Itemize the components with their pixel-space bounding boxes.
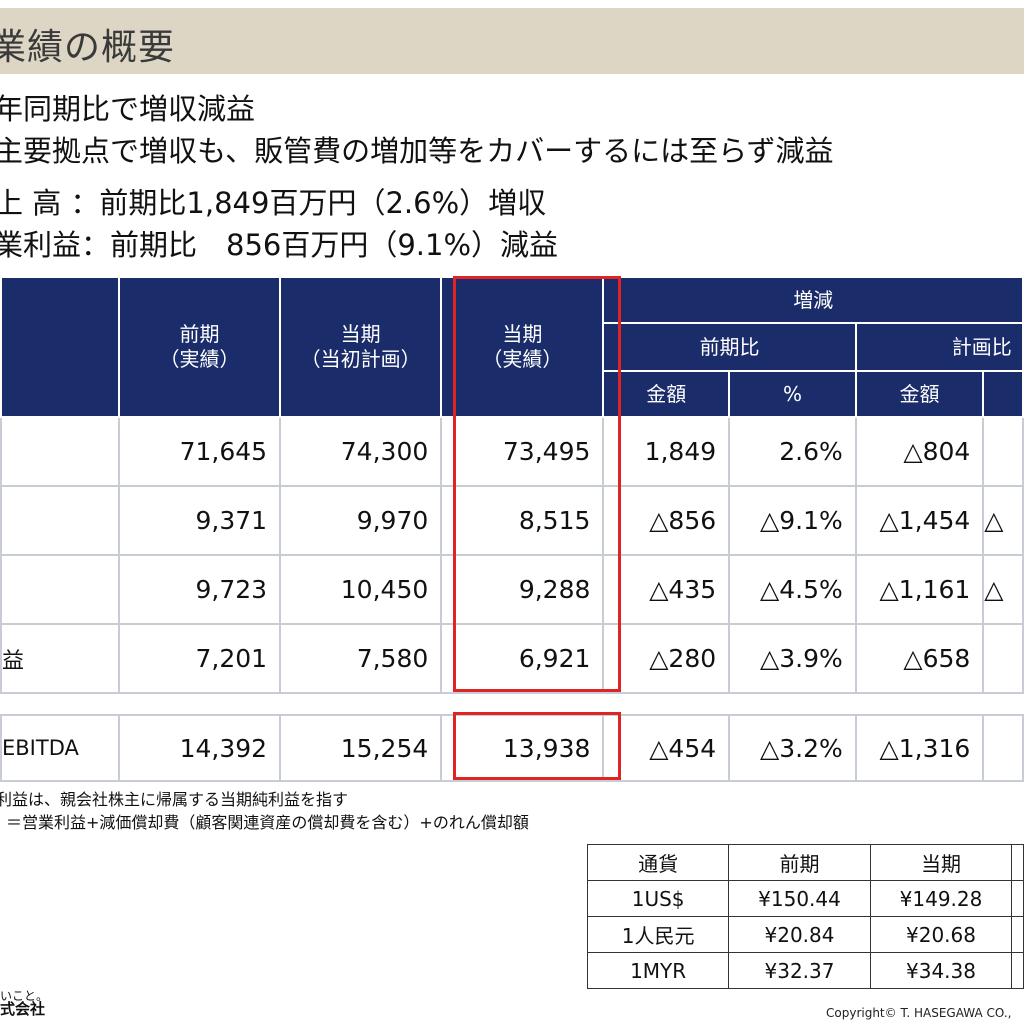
table-gap-row <box>1 692 1023 716</box>
fx-row: 1MYR ¥32.37 ¥34.38 <box>586 952 1024 989</box>
cell-actual: 73,495 <box>440 416 605 487</box>
cell-plan: 74,300 <box>279 416 443 487</box>
cell-tail <box>982 623 1024 694</box>
cell-plan-diff: △658 <box>854 623 985 694</box>
page-title: 業績の概要 <box>0 27 176 68</box>
header-actual: 当期 （実績） <box>440 276 605 418</box>
fx-prev: ¥20.84 <box>728 916 871 953</box>
header-pct: % <box>728 370 857 418</box>
cell-prev: 71,645 <box>117 416 282 487</box>
cell-prev: 9,723 <box>117 554 282 625</box>
cell-tail <box>982 714 1024 782</box>
fx-rate-table: 通貨 前期 当期 1US$ ¥150.44 ¥149.28 1人民元 ¥20.8… <box>586 844 1024 989</box>
cell-plan-diff: △1,454 <box>854 485 985 556</box>
fx-prev: ¥150.44 <box>728 880 871 917</box>
fx-prev: ¥32.37 <box>728 952 871 989</box>
header-vs-prev: 前期比 <box>602 322 857 372</box>
header-label-cell <box>0 276 120 418</box>
cell-plan-diff: △1,161 <box>854 554 985 625</box>
bullet-operating-profit: 業利益：前期比 856百万円（9.1%）減益 <box>0 228 559 262</box>
fx-currency: 1US$ <box>586 880 730 917</box>
header-plan: 当期 （当初計画） <box>279 276 443 418</box>
cell-pct: 2.6% <box>728 416 857 487</box>
results-table: 前期 （実績） 当期 （当初計画） 当期 （実績） 増減 前期比 計画比 金額 … <box>0 276 1024 782</box>
header-amount: 金額 <box>602 370 731 418</box>
cell-tail <box>982 416 1024 487</box>
cell-prev: 7,201 <box>117 623 282 694</box>
cell-actual: 13,938 <box>440 714 605 782</box>
footnote-1: 利益は、親会社株主に帰属する当期純利益を指す <box>0 790 349 809</box>
cell-plan: 15,254 <box>279 714 443 782</box>
fx-row: 1人民元 ¥20.84 ¥20.68 <box>586 916 1024 953</box>
cell-actual: 8,515 <box>440 485 605 556</box>
logo-company: 式会社 <box>0 1000 46 1018</box>
header-extra <box>982 370 1024 418</box>
cell-diff: 1,849 <box>602 416 731 487</box>
cell-diff: △856 <box>602 485 731 556</box>
cell-actual: 9,288 <box>440 554 605 625</box>
cell-tail: △ <box>982 485 1024 556</box>
row-label <box>0 485 120 556</box>
header-prev: 前期 （実績） <box>117 276 282 418</box>
cell-pct: △4.5% <box>728 554 857 625</box>
fx-header-currency: 通貨 <box>586 844 730 881</box>
cell-plan: 9,970 <box>279 485 443 556</box>
cell-pct: △9.1% <box>728 485 857 556</box>
cell-pct: △3.9% <box>728 623 857 694</box>
fx-header-prev: 前期 <box>728 844 871 881</box>
fx-current: ¥34.38 <box>869 952 1013 989</box>
cell-plan: 10,450 <box>279 554 443 625</box>
company-logo: いこと。 式会社 <box>0 989 49 1018</box>
header-vs-plan: 計画比 <box>854 322 1024 372</box>
table-row: 益 7,201 7,580 6,921 △280 △3.9% △658 <box>0 623 1024 694</box>
table-row: 9,371 9,970 8,515 △856 △9.1% △1,454 △ <box>0 485 1024 556</box>
copyright: Copyright© T. HASEGAWA CO., <box>826 1006 1012 1020</box>
cell-prev: 9,371 <box>117 485 282 556</box>
bullet-sales: 上 高 ：前期比1,849百万円（2.6%）増収 <box>0 186 547 220</box>
cell-diff: △454 <box>602 714 731 782</box>
cell-pct: △3.2% <box>728 714 857 782</box>
cell-diff: △435 <box>602 554 731 625</box>
cell-plan: 7,580 <box>279 623 443 694</box>
footnote-2: ＝営業利益+減価償却費（顧客関連資産の償却費を含む）+のれん償却額 <box>6 813 529 832</box>
table-row-ebitda: EBITDA 14,392 15,254 13,938 △454 △3.2% △… <box>0 714 1024 782</box>
fx-row: 1US$ ¥150.44 ¥149.28 <box>586 880 1024 917</box>
bullet-2: 主要拠点で増収も、販管費の増加等をカバーするには至らず減益 <box>0 134 834 168</box>
row-label <box>0 416 120 487</box>
cell-plan-diff: △804 <box>854 416 985 487</box>
row-label-ebitda: EBITDA <box>0 714 120 782</box>
cell-plan-diff: △1,316 <box>854 714 985 782</box>
fx-current: ¥20.68 <box>869 916 1013 953</box>
fx-current: ¥149.28 <box>869 880 1013 917</box>
title-bar: 業績の概要 <box>0 8 1024 74</box>
cell-actual: 6,921 <box>440 623 605 694</box>
cell-tail: △ <box>982 554 1024 625</box>
fx-currency: 1人民元 <box>586 916 730 953</box>
cell-prev: 14,392 <box>117 714 282 782</box>
logo-tagline: いこと。 <box>0 989 49 1003</box>
row-label <box>0 554 120 625</box>
row-label: 益 <box>0 623 120 694</box>
header-change: 増減 <box>602 276 1024 324</box>
fx-header-current: 当期 <box>869 844 1013 881</box>
header-amount-plan: 金額 <box>854 370 985 418</box>
table-row: 9,723 10,450 9,288 △435 △4.5% △1,161 △ <box>0 554 1024 625</box>
cell-diff: △280 <box>602 623 731 694</box>
bullet-1: 年同期比で増収減益 <box>0 92 256 126</box>
fx-currency: 1MYR <box>586 952 730 989</box>
table-row: 71,645 74,300 73,495 1,849 2.6% △804 <box>0 416 1024 487</box>
